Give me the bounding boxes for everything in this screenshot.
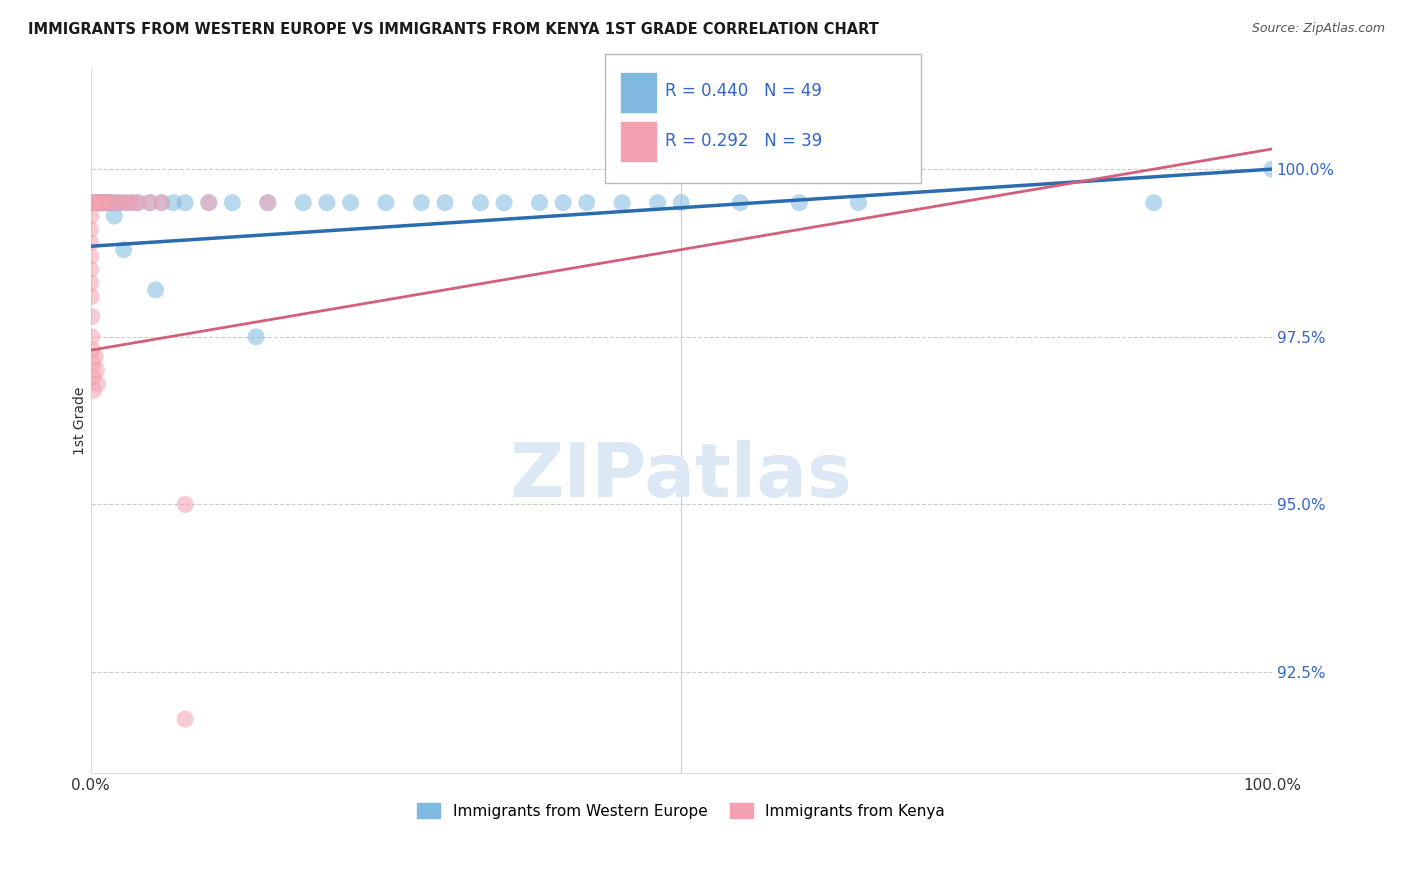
Point <box>115 195 138 210</box>
Point <box>87 195 110 210</box>
Point <box>108 195 131 210</box>
Point <box>848 195 870 210</box>
Legend: Immigrants from Western Europe, Immigrants from Kenya: Immigrants from Western Europe, Immigran… <box>412 797 952 825</box>
Point <box>86 195 108 210</box>
Point <box>79 222 101 236</box>
Point <box>292 195 315 210</box>
Point <box>145 283 167 297</box>
Point <box>411 195 433 210</box>
Point <box>434 195 457 210</box>
Point <box>79 195 101 210</box>
Point <box>91 195 114 210</box>
Point <box>256 195 278 210</box>
Point <box>647 195 669 210</box>
Point <box>138 195 160 210</box>
Point <box>89 195 111 210</box>
Point <box>105 195 128 210</box>
Point <box>256 195 278 210</box>
Point <box>86 195 108 210</box>
Point <box>221 195 243 210</box>
Point <box>374 195 396 210</box>
Point <box>86 376 108 391</box>
Point <box>97 195 120 210</box>
Point <box>84 350 107 364</box>
Point <box>80 289 103 303</box>
Point <box>197 195 219 210</box>
Point <box>94 195 117 210</box>
Point <box>94 195 117 210</box>
Point <box>108 195 131 210</box>
Point <box>612 195 634 210</box>
Point <box>730 195 752 210</box>
Point <box>80 310 103 324</box>
Point <box>115 195 138 210</box>
Point <box>83 384 105 398</box>
Point <box>91 195 114 210</box>
Point <box>87 195 110 210</box>
Point <box>82 195 104 210</box>
Point <box>79 195 101 210</box>
Point <box>80 330 103 344</box>
Point <box>90 195 112 210</box>
Point <box>162 195 184 210</box>
Point <box>1143 195 1166 210</box>
Text: ZIPatlas: ZIPatlas <box>510 441 852 514</box>
Point <box>127 195 149 210</box>
Point <box>79 209 101 223</box>
Point <box>197 195 219 210</box>
Text: R = 0.292   N = 39: R = 0.292 N = 39 <box>665 132 823 150</box>
Point <box>101 195 124 210</box>
Point <box>79 276 101 290</box>
Text: IMMIGRANTS FROM WESTERN EUROPE VS IMMIGRANTS FROM KENYA 1ST GRADE CORRELATION CH: IMMIGRANTS FROM WESTERN EUROPE VS IMMIGR… <box>28 22 879 37</box>
Point <box>86 363 108 377</box>
Point <box>84 195 107 210</box>
Point <box>79 195 101 210</box>
Text: R = 0.440   N = 49: R = 0.440 N = 49 <box>665 82 823 100</box>
Point <box>174 498 197 512</box>
Point <box>150 195 173 210</box>
Point <box>494 195 516 210</box>
Point <box>94 195 117 210</box>
Point <box>97 195 120 210</box>
Text: Source: ZipAtlas.com: Source: ZipAtlas.com <box>1251 22 1385 36</box>
Point <box>80 195 103 210</box>
Point <box>315 195 337 210</box>
Point <box>79 235 101 250</box>
Point <box>1261 162 1284 177</box>
Point <box>121 195 143 210</box>
Point <box>83 195 105 210</box>
Y-axis label: 1st Grade: 1st Grade <box>73 386 87 455</box>
Point <box>82 370 104 384</box>
Point <box>671 195 693 210</box>
Point <box>83 195 105 210</box>
Point <box>174 712 197 726</box>
Point <box>553 195 575 210</box>
Point <box>339 195 361 210</box>
Point <box>121 195 143 210</box>
Point <box>89 195 111 210</box>
Point <box>80 195 103 210</box>
Point <box>96 195 118 210</box>
Point <box>138 195 160 210</box>
Point <box>529 195 551 210</box>
Point <box>112 243 135 257</box>
Point <box>79 249 101 263</box>
Point <box>82 357 104 371</box>
Point <box>245 330 267 344</box>
Point <box>98 195 121 210</box>
Point <box>789 195 811 210</box>
Point <box>174 195 197 210</box>
Point <box>93 195 115 210</box>
Point <box>150 195 173 210</box>
Point <box>79 262 101 277</box>
Point <box>575 195 598 210</box>
Point <box>127 195 149 210</box>
Point <box>100 195 122 210</box>
Point <box>103 209 125 223</box>
Point <box>470 195 492 210</box>
Point <box>103 195 125 210</box>
Point <box>82 343 104 358</box>
